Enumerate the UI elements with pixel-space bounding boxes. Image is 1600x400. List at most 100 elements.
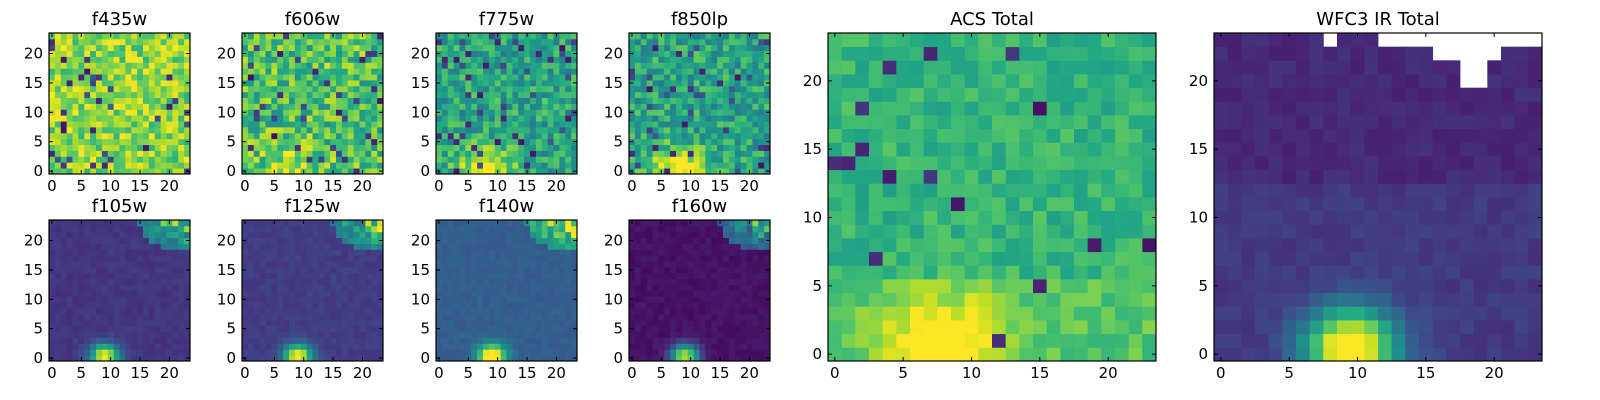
heatmap-cell (1227, 224, 1242, 239)
heatmap-cell (341, 272, 349, 280)
heatmap-cell (101, 127, 109, 134)
heatmap-cell (253, 243, 261, 250)
heatmap-cell (752, 103, 759, 110)
heatmap-cell (629, 144, 636, 151)
heatmap-cell (978, 33, 993, 48)
heatmap-cell (640, 115, 648, 122)
heatmap-cell (283, 115, 290, 122)
heatmap-cell (1378, 46, 1393, 61)
heatmap-cell (664, 168, 671, 175)
heatmap-cell (477, 337, 484, 344)
heatmap-cell (500, 343, 507, 350)
heatmap-cell (148, 127, 156, 134)
heatmap-cell (294, 91, 302, 99)
heatmap-cell (465, 132, 472, 140)
heatmap-cell (524, 325, 531, 333)
heatmap-cell (359, 284, 366, 291)
heatmap-cell (1087, 279, 1102, 294)
heatmap-cell (371, 156, 378, 163)
heatmap-cell (318, 225, 325, 233)
heatmap-cell (289, 56, 296, 63)
heatmap-cell (447, 44, 455, 52)
heatmap-cell (518, 168, 525, 175)
heatmap-cell (547, 115, 554, 122)
heatmap-cell (828, 142, 843, 157)
heatmap-cell (54, 237, 62, 244)
heatmap-cell (1364, 183, 1379, 198)
heatmap-cell (758, 150, 765, 157)
heatmap-cell (90, 109, 97, 116)
heatmap-cell (377, 220, 384, 227)
heatmap-cell (1046, 142, 1061, 157)
heatmap-cell (705, 80, 712, 87)
heatmap-cell (96, 97, 103, 104)
heatmap-cell (436, 121, 443, 128)
heatmap-cell (453, 162, 460, 169)
heatmap-cell (699, 33, 706, 40)
heatmap-cell (524, 349, 531, 356)
heatmap-cell (72, 237, 79, 244)
heatmap-cell (306, 349, 313, 356)
heatmap-cell (937, 347, 952, 362)
heatmap-cell (294, 237, 302, 244)
heatmap-cell (318, 308, 325, 315)
heatmap-cell (101, 225, 109, 233)
heatmap-cell (951, 169, 966, 184)
heatmap-cell (60, 56, 68, 63)
heatmap-cell (711, 44, 718, 52)
heatmap-cell (330, 50, 337, 57)
heatmap-cell (571, 156, 578, 163)
heatmap-cell (565, 121, 572, 128)
heatmap-cell (559, 56, 566, 63)
heatmap-cell (330, 62, 337, 69)
heatmap-cell (253, 308, 261, 315)
heatmap-cell (1128, 101, 1143, 116)
heatmap-cell (882, 101, 897, 116)
heatmap-cell (1337, 74, 1352, 89)
heatmap-cell (353, 255, 360, 262)
heatmap-cell (465, 50, 472, 57)
heatmap-cell (681, 168, 689, 175)
heatmap-cell (166, 337, 173, 344)
heatmap-cell (882, 142, 897, 157)
heatmap-cell (294, 302, 302, 309)
heatmap-cell (693, 91, 700, 99)
heatmap-cell (828, 46, 843, 61)
heatmap-cell (687, 56, 695, 63)
heatmap-cell (681, 44, 689, 52)
heatmap-cell (154, 308, 162, 315)
heatmap-cell (143, 255, 150, 262)
heatmap-cell (1268, 183, 1283, 198)
heatmap-cell (1391, 115, 1406, 130)
heatmap-cell (377, 319, 384, 327)
heatmap-cell (160, 243, 167, 250)
heatmap-cell (1309, 156, 1324, 171)
heatmap-cell (277, 85, 284, 93)
heatmap-cell (341, 80, 349, 87)
heatmap-cell (553, 337, 560, 344)
heatmap-cell (365, 337, 372, 344)
heatmap-cell (172, 44, 179, 52)
heatmap-cell (300, 97, 308, 104)
heatmap-cell (96, 343, 103, 350)
heatmap-cell (54, 144, 62, 151)
heatmap-cell (154, 80, 162, 87)
heatmap-cell (441, 115, 449, 122)
heatmap-cell (172, 38, 179, 46)
heatmap-cell (101, 68, 109, 75)
heatmap-cell (336, 267, 343, 274)
heatmap-cell (66, 237, 73, 244)
heatmap-cell (841, 238, 856, 253)
heatmap-cell (359, 249, 366, 256)
heatmap-cell (681, 80, 689, 87)
heatmap-cell (54, 231, 62, 239)
heatmap-cell (752, 38, 759, 46)
heatmap-cell (687, 150, 695, 157)
heatmap-cell (1364, 142, 1379, 157)
heatmap-cell (84, 91, 91, 99)
heatmap-cell (1227, 279, 1242, 294)
heatmap-cell (937, 292, 952, 307)
heatmap-cell (1005, 46, 1020, 61)
heatmap-cell (107, 237, 115, 244)
heatmap-cell (300, 109, 308, 116)
